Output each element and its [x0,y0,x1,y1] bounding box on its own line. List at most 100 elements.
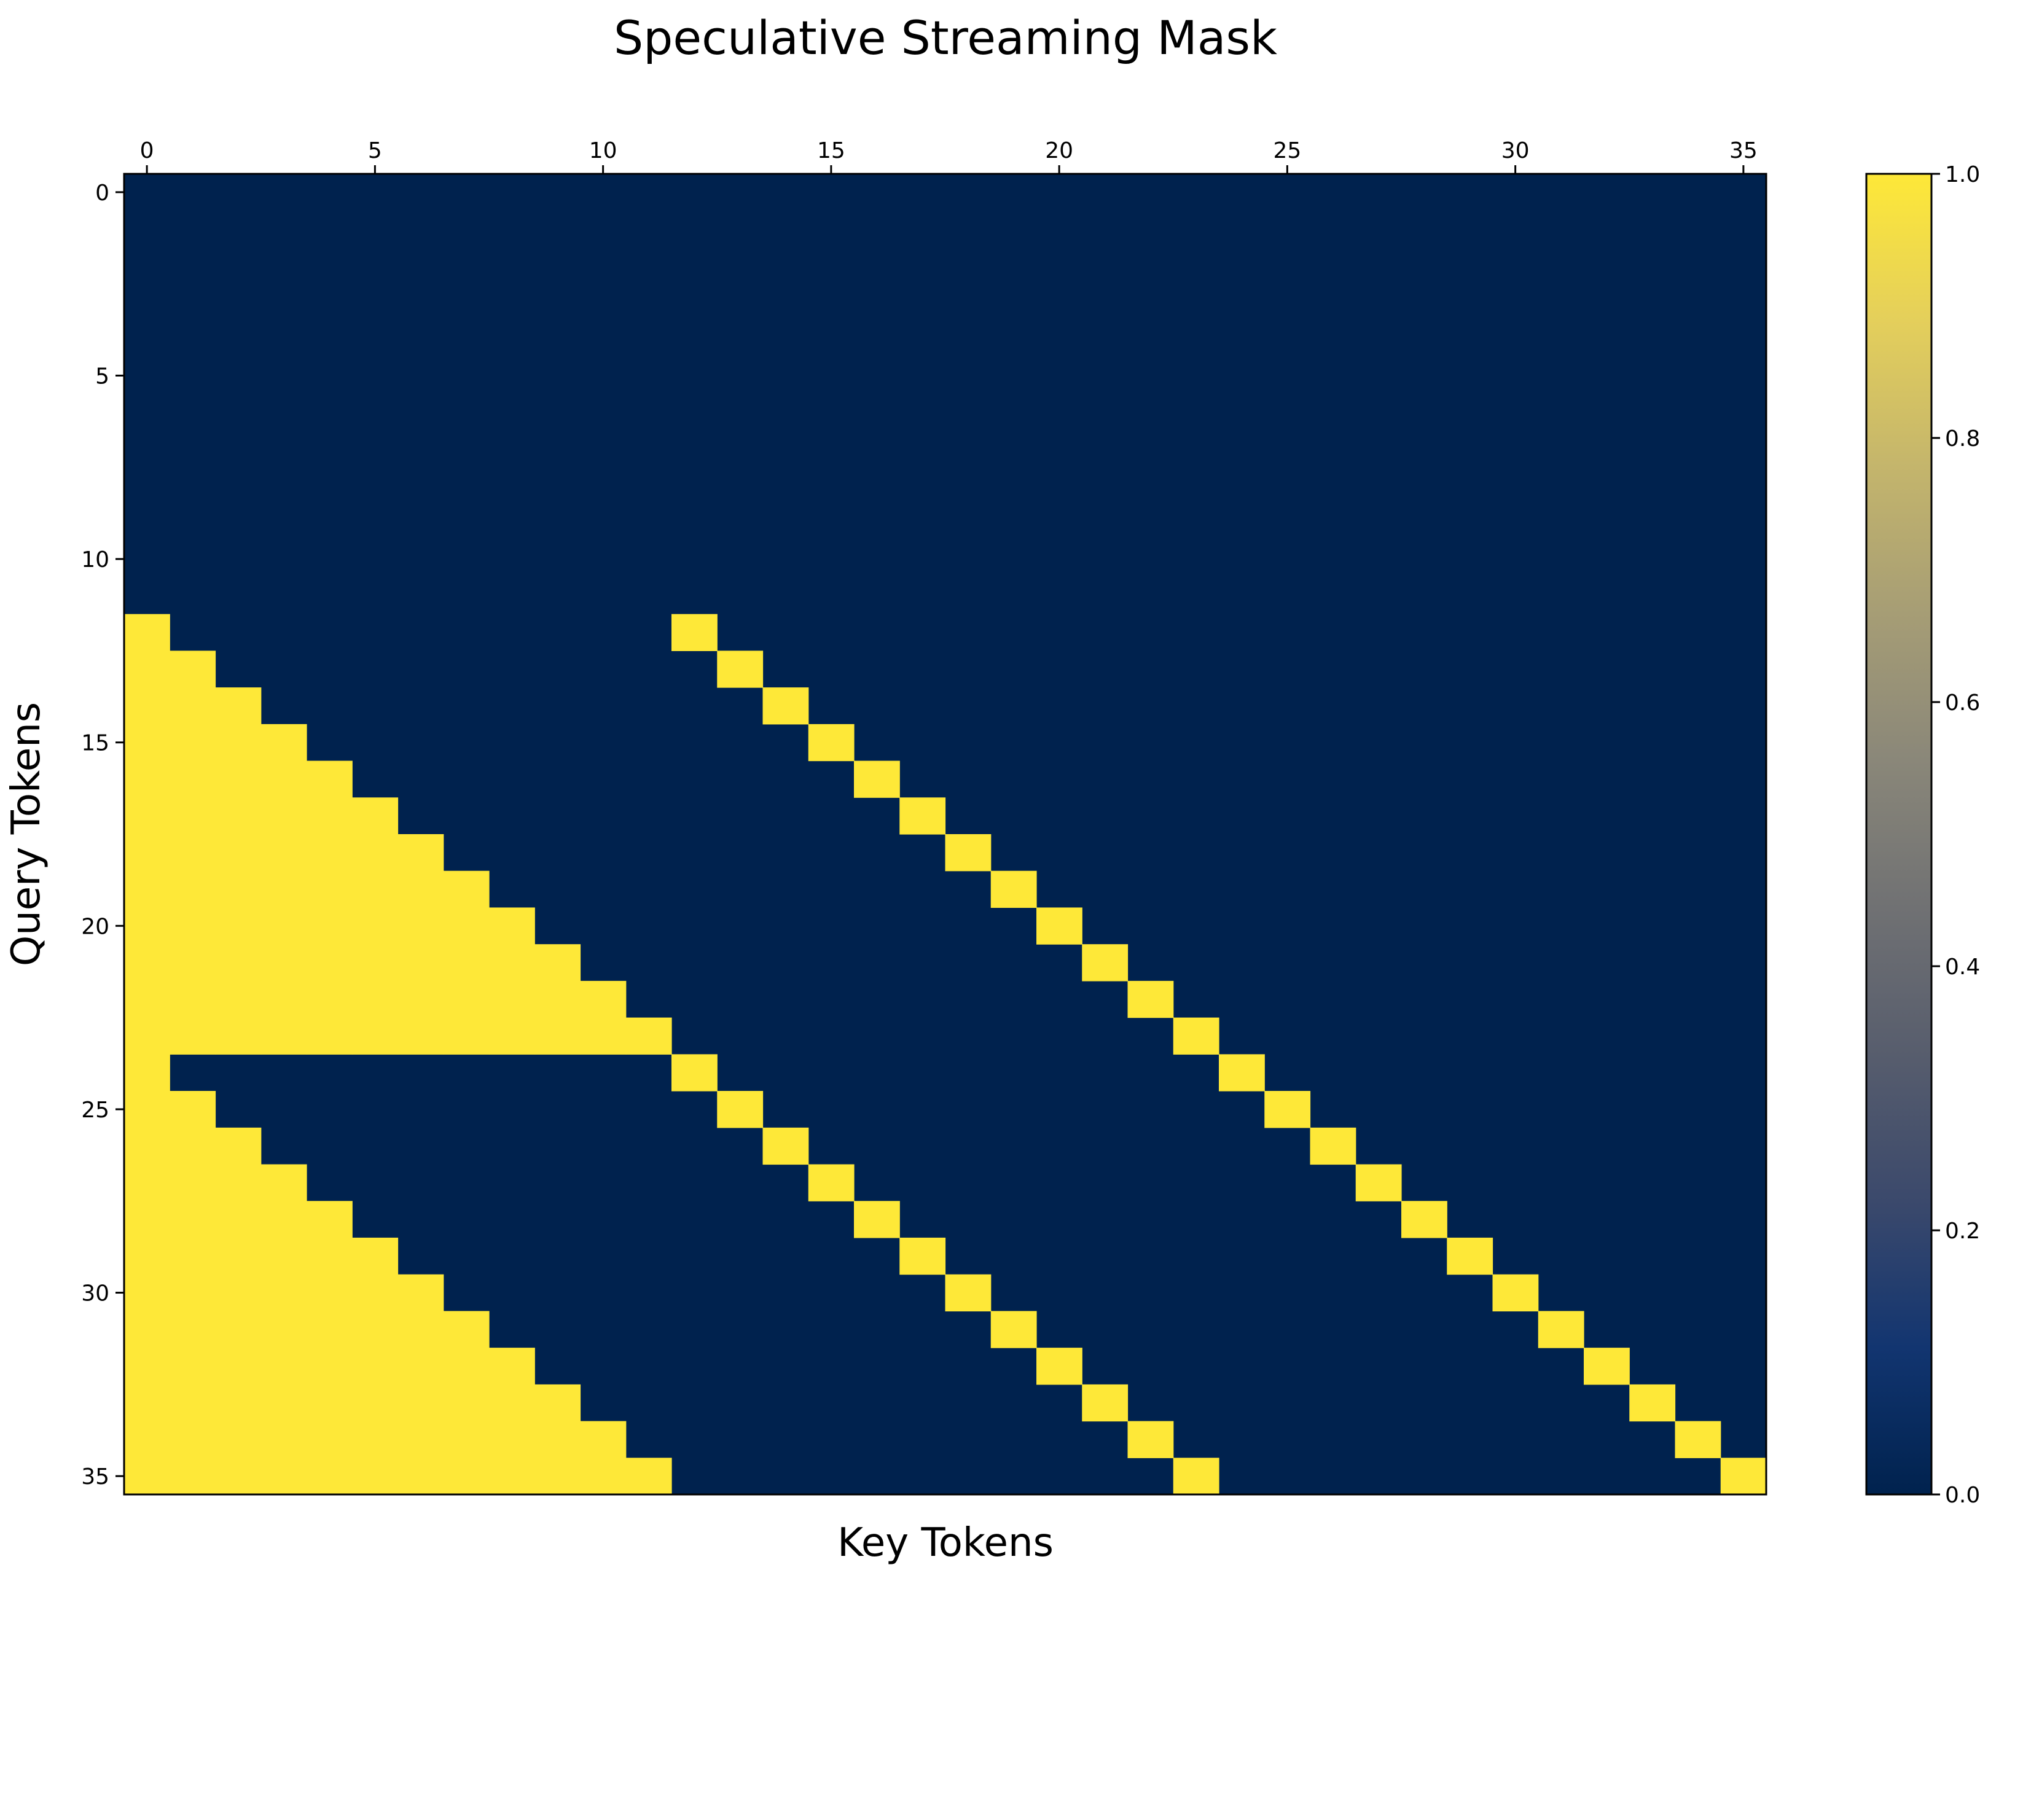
heatmap-cell [260,980,307,1018]
heatmap-cell [307,1311,353,1348]
heatmap-cell [534,1017,581,1055]
heatmap-cell [124,1164,170,1201]
heatmap-cell [215,1017,262,1055]
heatmap-cell [215,1201,262,1238]
heatmap-cell [352,1348,399,1385]
heatmap-cell [1675,1421,1721,1458]
x-tick-label: 5 [368,138,382,163]
heatmap-cell [854,1201,900,1238]
heatmap-cell [397,1384,444,1422]
heatmap-cell [170,1127,216,1165]
heatmap-cell [170,650,216,688]
heatmap-cell [1629,1384,1676,1422]
heatmap-cell [762,687,809,725]
heatmap-cell [443,870,490,908]
colorbar-tick-label: 0.8 [1945,426,1980,451]
heatmap-cell [489,1421,535,1458]
heatmap-cell [717,650,764,688]
heatmap-cell [397,870,444,908]
heatmap-cell [124,724,170,762]
heatmap-cell [215,980,262,1018]
heatmap-cell [489,944,535,982]
colorbar-tick-label: 0.2 [1945,1219,1980,1244]
heatmap-cell [580,1421,627,1458]
heatmap-cell [352,944,399,982]
heatmap-cell [762,1127,809,1165]
heatmap-cell [1538,1311,1584,1348]
heatmap-cell [352,1458,399,1495]
heatmap-cell [260,1384,307,1422]
heatmap-cell [307,1348,353,1385]
heatmap-cell [170,980,216,1018]
heatmap-cell [397,834,444,872]
heatmap-cell [170,834,216,872]
heatmap-cell [124,797,170,835]
plot-frame [123,173,1767,1496]
heatmap-cell [215,907,262,945]
heatmap-cell [215,1458,262,1495]
heatmap-cell [124,870,170,908]
heatmap-cell [397,907,444,945]
heatmap-cell [124,760,170,798]
y-tick-label: 25 [81,1098,109,1123]
heatmap-cell [260,1311,307,1348]
heatmap-cell [170,1164,216,1201]
heatmap-cell [124,1348,170,1385]
heatmap-cell [489,1458,535,1495]
heatmap-cell [215,724,262,762]
heatmap-cell [489,907,535,945]
heatmap-cell [352,1421,399,1458]
heatmap-cell [352,870,399,908]
heatmap-cell [397,944,444,982]
y-tick-label: 35 [81,1464,109,1490]
heatmap-cell [170,687,216,725]
heatmap-cell [717,1091,764,1128]
heatmap-cell [808,1164,855,1201]
x-tick-label: 15 [817,138,845,163]
heatmap-cell [124,1311,170,1348]
heatmap-cell [215,1237,262,1275]
heatmap-cell [808,724,855,762]
y-tick-label: 30 [81,1281,109,1306]
heatmap-cell [1036,1348,1082,1385]
heatmap-cell [215,1311,262,1348]
heatmap-cell [170,907,216,945]
heatmap-cell [260,944,307,982]
heatmap-cell [625,1017,672,1055]
heatmap-cell [260,834,307,872]
heatmap-cell [260,797,307,835]
heatmap-cell [352,1237,399,1275]
heatmap-cell [1173,1017,1219,1055]
heatmap-cell [215,1164,262,1201]
heatmap-cell [124,907,170,945]
heatmap-cell [489,980,535,1018]
heatmap-cell [1401,1201,1447,1238]
heatmap-cell [1310,1127,1356,1165]
heatmap-cell [990,870,1037,908]
heatmap-cell [352,907,399,945]
heatmap-cell [443,1311,490,1348]
heatmap-cell [170,1201,216,1238]
heatmap-cell [352,1274,399,1311]
heatmap-cell [215,687,262,725]
heatmap-cell [397,1017,444,1055]
heatmap-cell [1264,1091,1311,1128]
heatmap-cell [1082,944,1129,982]
heatmap-cell [443,907,490,945]
heatmap-cell [307,1274,353,1311]
y-tick-label: 15 [81,731,109,756]
heatmap-cell [170,1384,216,1422]
heatmap-cell [307,1421,353,1458]
heatmap-cell [124,1017,170,1055]
heatmap-cell [124,1384,170,1422]
heatmap-cell [534,944,581,982]
heatmap-cell [397,1274,444,1311]
y-axis-ticks: 0 5 10 15 20 25 30 35 [81,181,124,1490]
heatmap-cell [352,797,399,835]
heatmap-cell [854,760,900,798]
heatmap-cell [260,1421,307,1458]
heatmap-cell [945,1274,992,1311]
heatmap-cell [580,1017,627,1055]
heatmap-cell [899,1237,946,1275]
heatmap-cell [1127,1421,1174,1458]
